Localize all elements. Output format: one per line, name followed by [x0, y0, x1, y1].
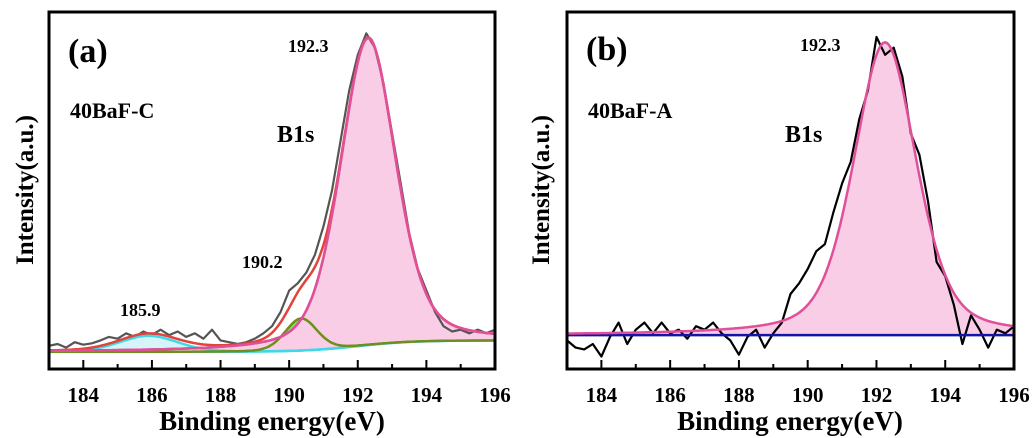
- plot-frame: [565, 10, 1016, 371]
- component-fill-2: [49, 38, 495, 352]
- x-tick-label: 190: [273, 383, 305, 407]
- panel-label: (b): [586, 31, 628, 68]
- core-level-label: B1s: [277, 122, 314, 148]
- x-tick-label: 190: [792, 383, 824, 407]
- x-axis-label: Binding energy(eV): [159, 406, 385, 436]
- raw-spectrum-line: [566, 35, 1015, 358]
- x-tick-label: 184: [586, 383, 618, 407]
- component-line-0: [567, 40, 1015, 335]
- x-tick-label: 192: [861, 383, 893, 407]
- x-tick-label: 196: [998, 383, 1030, 407]
- panel-a: 184 186 188 190 192 194 196 (a) 40BaF-C B1s 19…: [12, 10, 511, 436]
- x-tick-label: 188: [205, 383, 237, 407]
- main-component-line: [48, 36, 496, 353]
- component-fill-0: [567, 42, 1014, 336]
- y-axis-label: Intensity(a.u.): [12, 115, 39, 265]
- x-tick-label: 188: [723, 383, 755, 407]
- x-tick-label: 194: [929, 383, 961, 407]
- sample-label: 40BaF-A: [588, 98, 672, 123]
- peak-annotation: 192.3: [288, 36, 329, 56]
- peak-annotation: 185.9: [120, 300, 161, 320]
- x-tick-label: 196: [479, 383, 511, 407]
- x-tick-label: 186: [654, 383, 686, 407]
- peak-annotation: 190.2: [242, 252, 283, 272]
- panel-label: (a): [68, 33, 108, 70]
- plot-frame: [47, 10, 497, 371]
- panel-b: 184 186 188 190 192 194 196 (b) 40BaF-A B1s 19…: [528, 10, 1030, 436]
- y-axis-label: Intensity(a.u.): [528, 115, 555, 265]
- component-fill-0: [49, 335, 495, 352]
- x-tick-label: 186: [136, 383, 168, 407]
- core-level-label: B1s: [785, 122, 822, 148]
- sample-label: 40BaF-C: [70, 98, 154, 123]
- x-tick-label: 194: [411, 383, 443, 407]
- x-tick-label: 184: [68, 383, 100, 407]
- x-tick-label: 192: [342, 383, 374, 407]
- peak-annotation: 192.3: [800, 35, 841, 55]
- x-axis-label: Binding energy(eV): [677, 406, 903, 436]
- component-line-1: [49, 317, 495, 354]
